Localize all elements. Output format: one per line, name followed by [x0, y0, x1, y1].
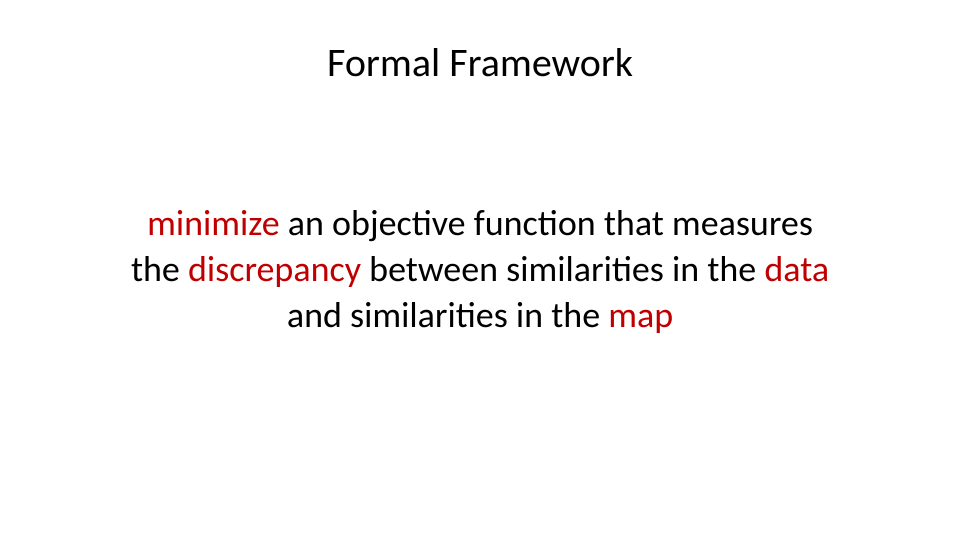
slide: Formal Framework minimize an objective f… — [0, 0, 960, 540]
keyword-minimize: minimize — [147, 201, 280, 245]
body-text-3: and similarities in the — [287, 293, 608, 337]
slide-body: minimize an objective function that meas… — [120, 200, 840, 338]
keyword-data: data — [764, 247, 829, 291]
body-text-2: between similarities in the — [361, 247, 764, 291]
keyword-map: map — [608, 293, 673, 337]
keyword-discrepancy: discrepancy — [188, 247, 361, 291]
slide-title: Formal Framework — [0, 38, 960, 87]
